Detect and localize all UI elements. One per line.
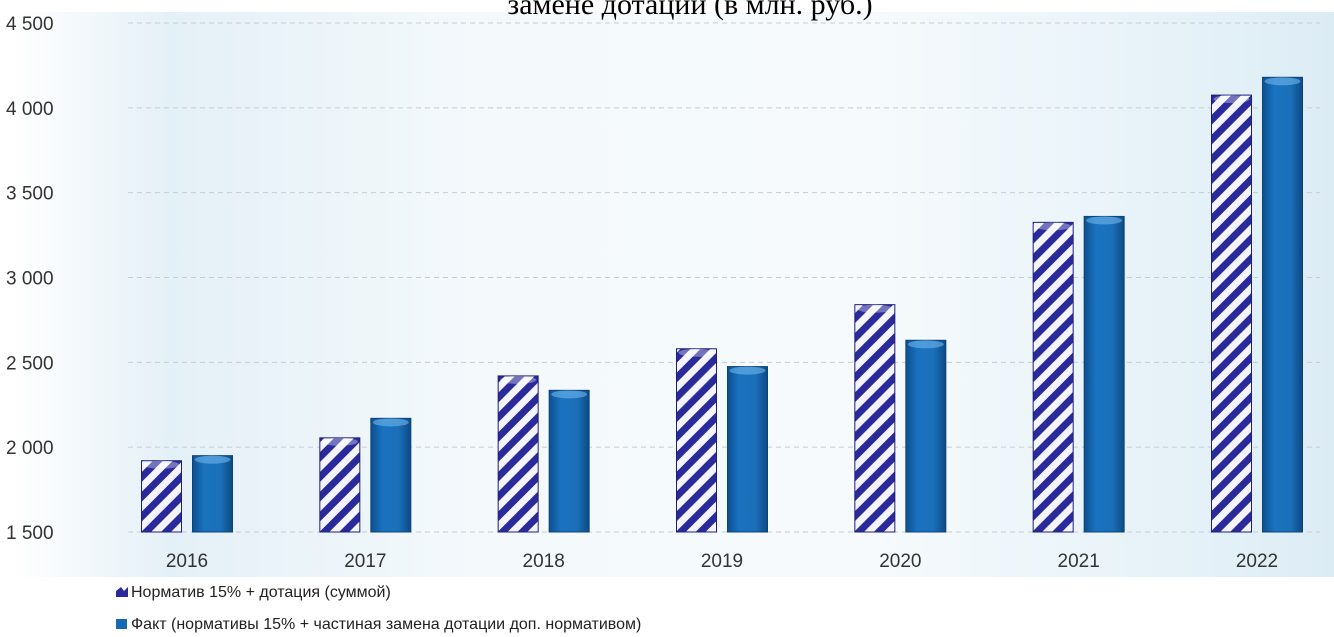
x-axis-ticks: 2016 2017 2018 2019 2020 2021 2022 [166, 551, 1278, 572]
bar-fact-cap [907, 340, 944, 349]
bar-fact [548, 389, 590, 533]
bar-fact [1083, 215, 1125, 533]
legend-item-series-1[interactable]: Норматив 15% + дотация (суммой) [116, 584, 391, 601]
x-tick-label: 2019 [701, 551, 743, 572]
bar-fact-cap [551, 390, 588, 399]
y-tick-label: 1 500 [6, 523, 54, 544]
bar-fact-cap [1086, 216, 1123, 225]
chart-title: замене дотации (в млн. руб.) [507, 0, 872, 21]
bar-normative-cap [500, 375, 537, 384]
bar-fact-cap [194, 455, 231, 464]
legend-swatch-series-1 [116, 587, 128, 597]
bar-normative [1211, 94, 1252, 533]
y-tick-label: 4 000 [6, 99, 54, 120]
y-tick-label: 3 500 [6, 184, 54, 205]
bar-fact [370, 417, 412, 533]
bar-normative-cap [321, 437, 358, 446]
bar-normative-cap [678, 348, 715, 357]
y-tick-label: 2 000 [6, 438, 54, 459]
bar-fact [192, 455, 233, 533]
bars [141, 76, 1303, 533]
bar-normative [1032, 221, 1074, 533]
bar-normative-cap [1035, 222, 1072, 231]
bar-normative-cap [856, 304, 893, 313]
y-tick-label: 3 000 [6, 269, 54, 290]
y-tick-label: 4 500 [6, 14, 54, 35]
bar-normative [319, 437, 361, 533]
bar-normative [141, 460, 182, 533]
bar-fact [905, 339, 947, 533]
bar-fact [727, 366, 768, 533]
legend-item-series-2[interactable]: Факт (нормативы 15% + частиная замена до… [116, 616, 641, 633]
bar-normative-cap [1213, 95, 1250, 104]
bar-normative [497, 375, 539, 533]
x-tick-label: 2020 [879, 551, 921, 572]
bar-fact-cap [729, 366, 766, 375]
legend-label-series-1: Норматив 15% + дотация (суммой) [131, 584, 391, 601]
x-tick-label: 2022 [1236, 551, 1278, 572]
bar-normative [854, 304, 896, 533]
x-tick-label: 2016 [166, 551, 208, 572]
legend-label-series-2: Факт (нормативы 15% + частиная замена до… [131, 616, 641, 633]
bar-fact [1262, 76, 1303, 533]
legend-swatch-series-2 [116, 619, 127, 629]
legend: Норматив 15% + дотация (суммой) Факт (но… [116, 584, 641, 633]
x-tick-label: 2017 [344, 551, 386, 572]
bar-normative-cap [143, 460, 180, 469]
bar-fact-cap [1264, 77, 1301, 86]
y-tick-label: 2 500 [6, 353, 54, 374]
bar-fact-cap [372, 418, 409, 427]
x-tick-label: 2018 [523, 551, 565, 572]
y-axis-ticks: 1 500 2 000 2 500 3 000 3 500 4 000 4 500 [6, 14, 54, 544]
x-tick-label: 2021 [1058, 551, 1100, 572]
bar-normative [676, 348, 717, 533]
